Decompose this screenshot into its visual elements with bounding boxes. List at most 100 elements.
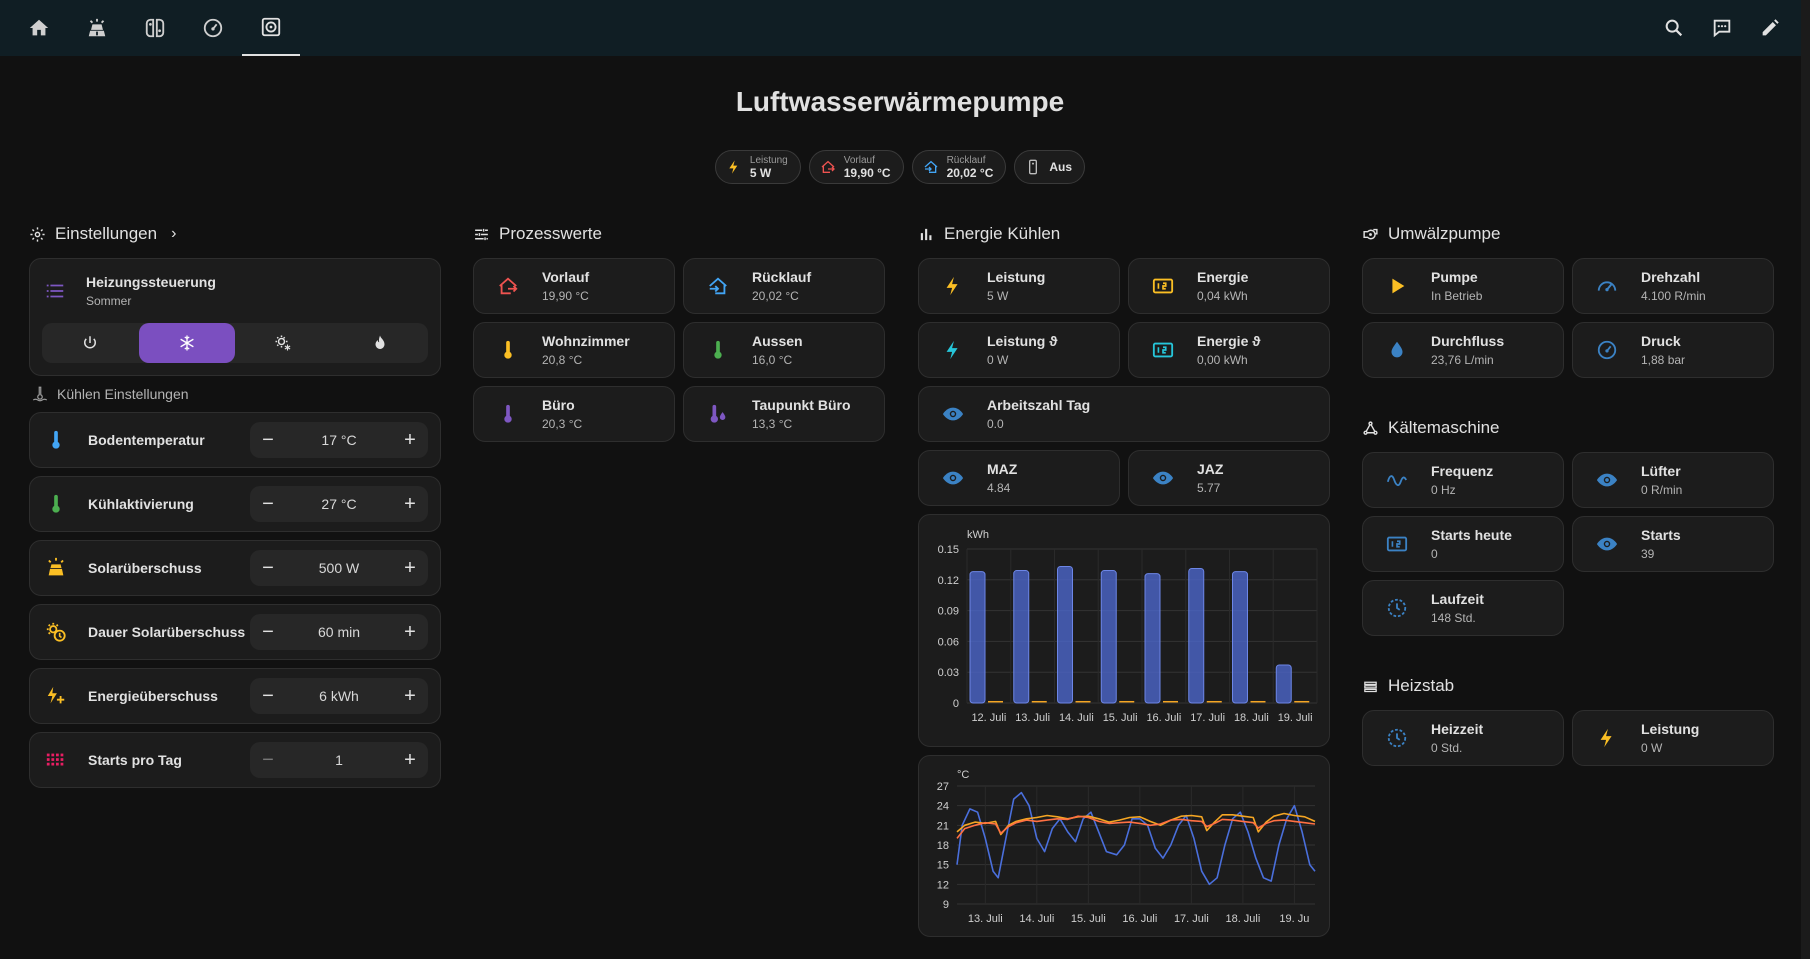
thermometer-icon [52,494,60,513]
energy-bar-chart[interactable]: kWh 0.15 0.12 0.09 0.06 0.03 0 12. Juli 13. Juli… [919,515,1329,746]
increment-button[interactable]: + [404,620,416,643]
series-line [956,791,1316,886]
decrement-button[interactable]: − [262,684,274,707]
number-value[interactable]: 27 °C [321,496,357,512]
tile-pumpe[interactable]: Pumpe In Betrieb [1362,258,1564,314]
number-value[interactable]: 500 W [318,560,360,576]
tile-value: 0 W [1641,740,1663,755]
mode-heat-button[interactable] [332,323,429,363]
badge-remote[interactable]: Aus [1014,150,1086,184]
heating-control-name: Heizungssteuerung [86,274,216,290]
number-value[interactable]: 6 kWh [319,688,359,704]
search-button[interactable] [1654,8,1694,48]
tile-heizzeit[interactable]: Heizzeit 0 Std. [1362,710,1564,766]
temperature-line-chart[interactable]: °C 27 24 21 18 15 12 9 13. Juli 14. Juli 15. Juli 1… [919,756,1329,936]
tile-buero[interactable]: Büro 20,3 °C [473,386,675,442]
tab-home[interactable] [10,0,68,56]
grid-dots-icon [46,753,64,766]
scrollbar[interactable] [1801,0,1810,959]
number-value[interactable]: 1 [335,752,343,768]
home-icon [29,19,49,36]
tile-drehzahl[interactable]: Drehzahl 4.100 R/min [1572,258,1774,314]
number-stepper: − 17 °C + [250,422,428,458]
speedometer-icon [1597,281,1617,292]
tile-name: Heizzeit [1431,720,1484,737]
y-tick-label: 0.03 [938,667,959,679]
increment-button[interactable]: + [404,428,416,451]
energy-bar-chart-card: kWh 0.15 0.12 0.09 0.06 0.03 0 12. Juli 13. Juli… [918,514,1330,747]
heating-control-row[interactable]: Heizungssteuerung Sommer [30,259,440,323]
number-value[interactable]: 60 min [317,624,361,640]
badge-leistung[interactable]: Leistung 5 W [714,150,801,184]
decrement-button[interactable]: − [262,620,274,643]
tab-switch[interactable] [126,0,184,56]
tile-value: 39 [1641,546,1655,561]
tile-maz[interactable]: MAZ 4.84 [918,450,1120,506]
tile-energie-theta[interactable]: Energie ϑ 0,00 kWh [1128,322,1330,378]
badge-vorlauf[interactable]: Vorlauf 19,90 °C [808,150,904,184]
clock-icon [1387,728,1407,748]
tile-wohnzimmer[interactable]: Wohnzimmer 20,8 °C [473,322,675,378]
tab-heat-pump[interactable] [242,0,300,56]
tile-leistung-theta[interactable]: Leistung ϑ 0 W [918,322,1120,378]
tile-starts[interactable]: Starts 39 [1572,516,1774,572]
bar [1057,565,1073,704]
mode-off-button[interactable] [42,323,139,363]
heating-control-state: Sommer [86,294,132,308]
tile-laufzeit[interactable]: Laufzeit 148 Std. [1362,580,1564,636]
mode-auto-button[interactable] [235,323,332,363]
tab-solar[interactable] [68,0,126,56]
decrement-button[interactable]: − [262,748,274,771]
tile-luefter[interactable]: Lüfter 0 R/min [1572,452,1774,508]
home-export-icon [499,277,518,295]
decrement-button[interactable]: − [262,556,274,579]
tile-value: 20,02 °C [752,288,799,303]
mode-cool-button[interactable] [138,323,235,363]
section-einstellungen-header[interactable]: Einstellungen › [29,222,441,246]
badge-ruecklauf[interactable]: Rücklauf 20,02 °C [911,150,1007,184]
tab-gauge[interactable] [184,0,242,56]
tile-name: Aussen [752,332,803,349]
increment-button[interactable]: + [404,556,416,579]
number-value[interactable]: 17 °C [321,432,357,448]
flash-icon [946,276,958,296]
y-tick-label: 0.12 [938,575,959,587]
tile-energie[interactable]: Energie 0,04 kWh [1128,258,1330,314]
tile-druck[interactable]: Druck 1,88 bar [1572,322,1774,378]
tile-durchfluss[interactable]: Durchfluss 23,76 L/min [1362,322,1564,378]
increment-button[interactable]: + [404,684,416,707]
badge-label: Rücklauf [946,154,986,166]
x-tick-label: 19. Juli [1278,712,1313,724]
snowflake-icon [180,335,194,351]
tile-jaz[interactable]: JAZ 5.77 [1128,450,1330,506]
y-tick-label: 0 [953,698,959,710]
edit-dashboard-button[interactable] [1750,8,1790,48]
format-list-icon [46,284,64,298]
tile-vorlauf[interactable]: Vorlauf 19,90 °C [473,258,675,314]
x-tick-label: 18. Juli [1234,712,1269,724]
tile-name: Wohnzimmer [542,332,630,349]
tile-starts-heute[interactable]: Starts heute 0 [1362,516,1564,572]
page-title: Luftwasserwärmepumpe [735,86,1065,117]
tile-name: Rücklauf [752,268,812,285]
increment-button[interactable]: + [404,748,416,771]
x-tick-label: 17. Juli [1174,913,1209,925]
decrement-button[interactable]: − [262,492,274,515]
tile-leistung[interactable]: Leistung 5 W [918,258,1120,314]
decrement-button[interactable]: − [262,428,274,451]
assist-button[interactable] [1702,8,1742,48]
bar [1250,700,1266,703]
flash-icon [946,340,958,360]
eye-icon [1596,537,1618,551]
increment-button[interactable]: + [404,492,416,515]
tile-frequenz[interactable]: Frequenz 0 Hz [1362,452,1564,508]
y-tick-label: 0.15 [938,544,959,556]
tile-arbeitszahl-tag[interactable]: Arbeitszahl Tag 0.0 [918,386,1330,442]
tile-aussen[interactable]: Aussen 16,0 °C [683,322,885,378]
x-tick-label: 12. Juli [971,712,1006,724]
flash-icon [729,160,738,174]
y-tick-label: 27 [937,781,949,793]
tile-ruecklauf[interactable]: Rücklauf 20,02 °C [683,258,885,314]
tile-taupunkt-buero[interactable]: Taupunkt Büro 13,3 °C [683,386,885,442]
tile-heizstab-leistung[interactable]: Leistung 0 W [1572,710,1774,766]
